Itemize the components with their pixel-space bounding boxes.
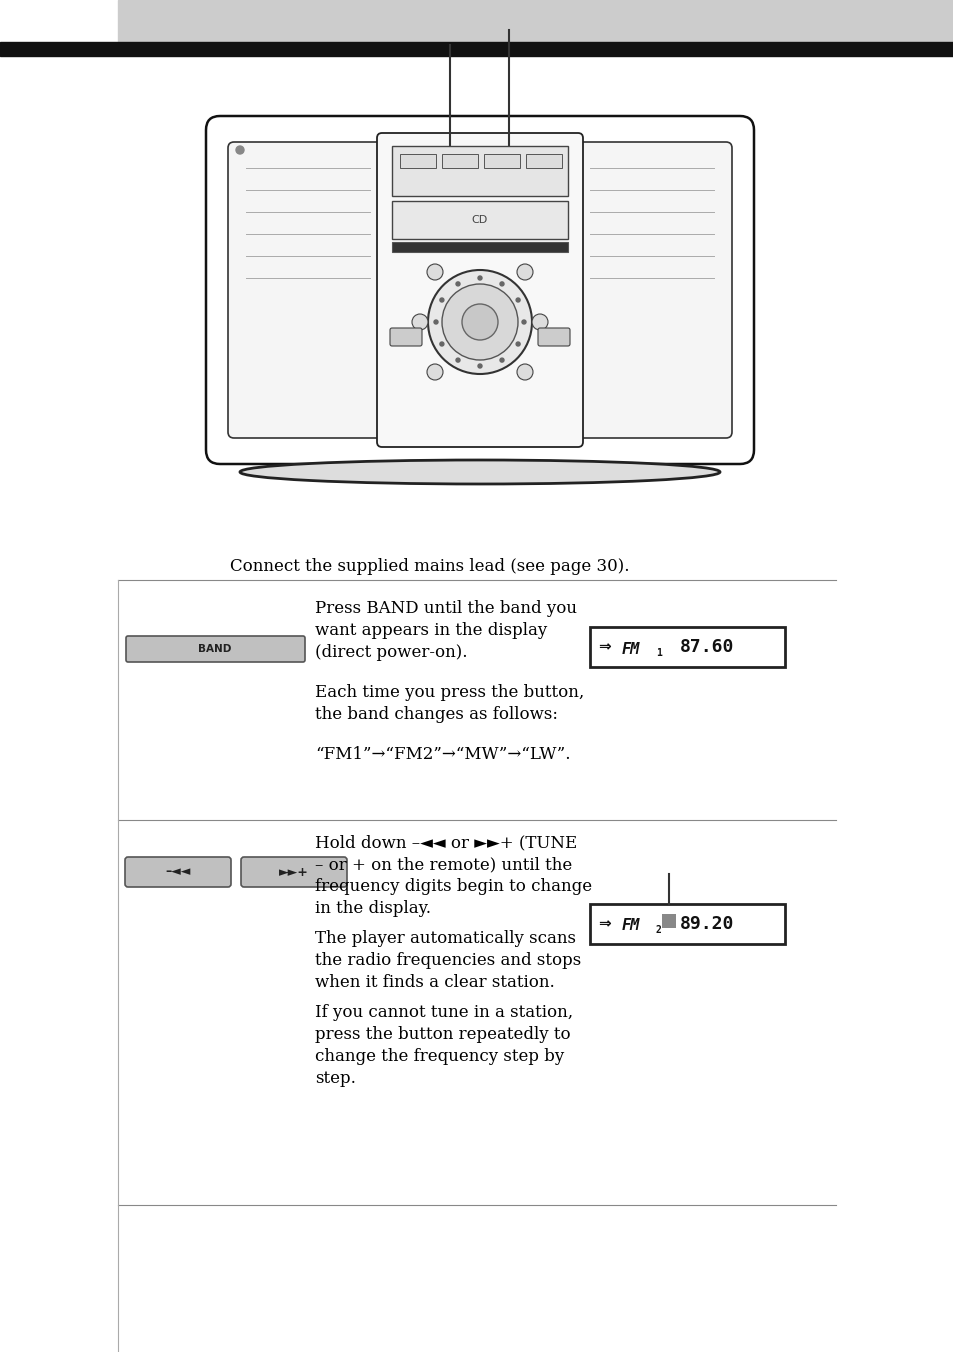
- Text: ⇒: ⇒: [598, 639, 610, 654]
- FancyBboxPatch shape: [572, 142, 731, 438]
- Text: 87.60: 87.60: [679, 638, 734, 656]
- Circle shape: [477, 364, 481, 368]
- FancyBboxPatch shape: [390, 329, 421, 346]
- Circle shape: [517, 364, 533, 380]
- Text: the radio frequencies and stops: the radio frequencies and stops: [314, 952, 580, 969]
- Circle shape: [235, 146, 244, 154]
- Text: ⇒: ⇒: [598, 917, 610, 932]
- Text: Hold down –◄◄ or ►►+ (TUNE: Hold down –◄◄ or ►►+ (TUNE: [314, 834, 577, 850]
- FancyBboxPatch shape: [241, 857, 347, 887]
- FancyBboxPatch shape: [537, 329, 569, 346]
- Circle shape: [439, 342, 443, 346]
- Text: Press BAND until the band you: Press BAND until the band you: [314, 600, 577, 617]
- Circle shape: [499, 358, 503, 362]
- FancyBboxPatch shape: [126, 635, 305, 662]
- Text: frequency digits begin to change: frequency digits begin to change: [314, 877, 592, 895]
- Text: Connect the supplied mains lead (see page 30).: Connect the supplied mains lead (see pag…: [230, 558, 629, 575]
- Text: 89.20: 89.20: [679, 915, 734, 933]
- Circle shape: [439, 297, 443, 301]
- Circle shape: [428, 270, 532, 375]
- Circle shape: [427, 264, 442, 280]
- Circle shape: [516, 342, 519, 346]
- Circle shape: [427, 364, 442, 380]
- Text: FM: FM: [621, 641, 639, 657]
- Text: The player automatically scans: The player automatically scans: [314, 930, 576, 946]
- Text: (direct power-on).: (direct power-on).: [314, 644, 467, 661]
- Text: 2: 2: [656, 925, 661, 936]
- FancyBboxPatch shape: [206, 116, 753, 464]
- Bar: [392, 201, 567, 239]
- Bar: [589, 627, 784, 667]
- Circle shape: [499, 283, 503, 285]
- Circle shape: [477, 276, 481, 280]
- Bar: [589, 904, 784, 944]
- Bar: [0, 42, 953, 55]
- Text: FM: FM: [621, 918, 639, 933]
- Bar: [483, 154, 519, 168]
- Ellipse shape: [240, 460, 720, 484]
- Text: ►►+: ►►+: [279, 865, 309, 879]
- Circle shape: [461, 304, 497, 339]
- Text: If you cannot tune in a station,: If you cannot tune in a station,: [314, 1005, 573, 1021]
- Text: step.: step.: [314, 1069, 355, 1087]
- FancyBboxPatch shape: [125, 857, 231, 887]
- Circle shape: [412, 314, 428, 330]
- Text: “FM1”→“FM2”→“MW”→“LW”.: “FM1”→“FM2”→“MW”→“LW”.: [314, 746, 570, 763]
- Bar: [441, 154, 477, 168]
- FancyBboxPatch shape: [376, 132, 582, 448]
- Circle shape: [521, 320, 525, 324]
- Circle shape: [456, 358, 459, 362]
- Circle shape: [532, 314, 547, 330]
- Text: when it finds a clear station.: when it finds a clear station.: [314, 973, 554, 991]
- Text: press the button repeatedly to: press the button repeatedly to: [314, 1026, 570, 1042]
- Circle shape: [456, 283, 459, 285]
- Bar: [118, 0, 953, 42]
- Circle shape: [434, 320, 437, 324]
- Text: – or + on the remote) until the: – or + on the remote) until the: [314, 856, 572, 873]
- Bar: [392, 146, 567, 196]
- Circle shape: [517, 264, 533, 280]
- Text: BAND: BAND: [198, 644, 232, 654]
- Text: the band changes as follows:: the band changes as follows:: [314, 706, 558, 723]
- Bar: [661, 914, 676, 927]
- Text: –◄◄: –◄◄: [165, 865, 191, 879]
- Bar: [525, 154, 561, 168]
- Text: in the display.: in the display.: [314, 900, 431, 917]
- Text: CD: CD: [472, 215, 488, 224]
- Text: 1: 1: [656, 648, 661, 658]
- Text: want appears in the display: want appears in the display: [314, 622, 547, 639]
- Circle shape: [516, 297, 519, 301]
- Circle shape: [441, 284, 517, 360]
- FancyBboxPatch shape: [228, 142, 388, 438]
- Text: change the frequency step by: change the frequency step by: [314, 1048, 563, 1065]
- Bar: [399, 154, 436, 168]
- Bar: [392, 242, 567, 251]
- Text: Each time you press the button,: Each time you press the button,: [314, 684, 583, 700]
